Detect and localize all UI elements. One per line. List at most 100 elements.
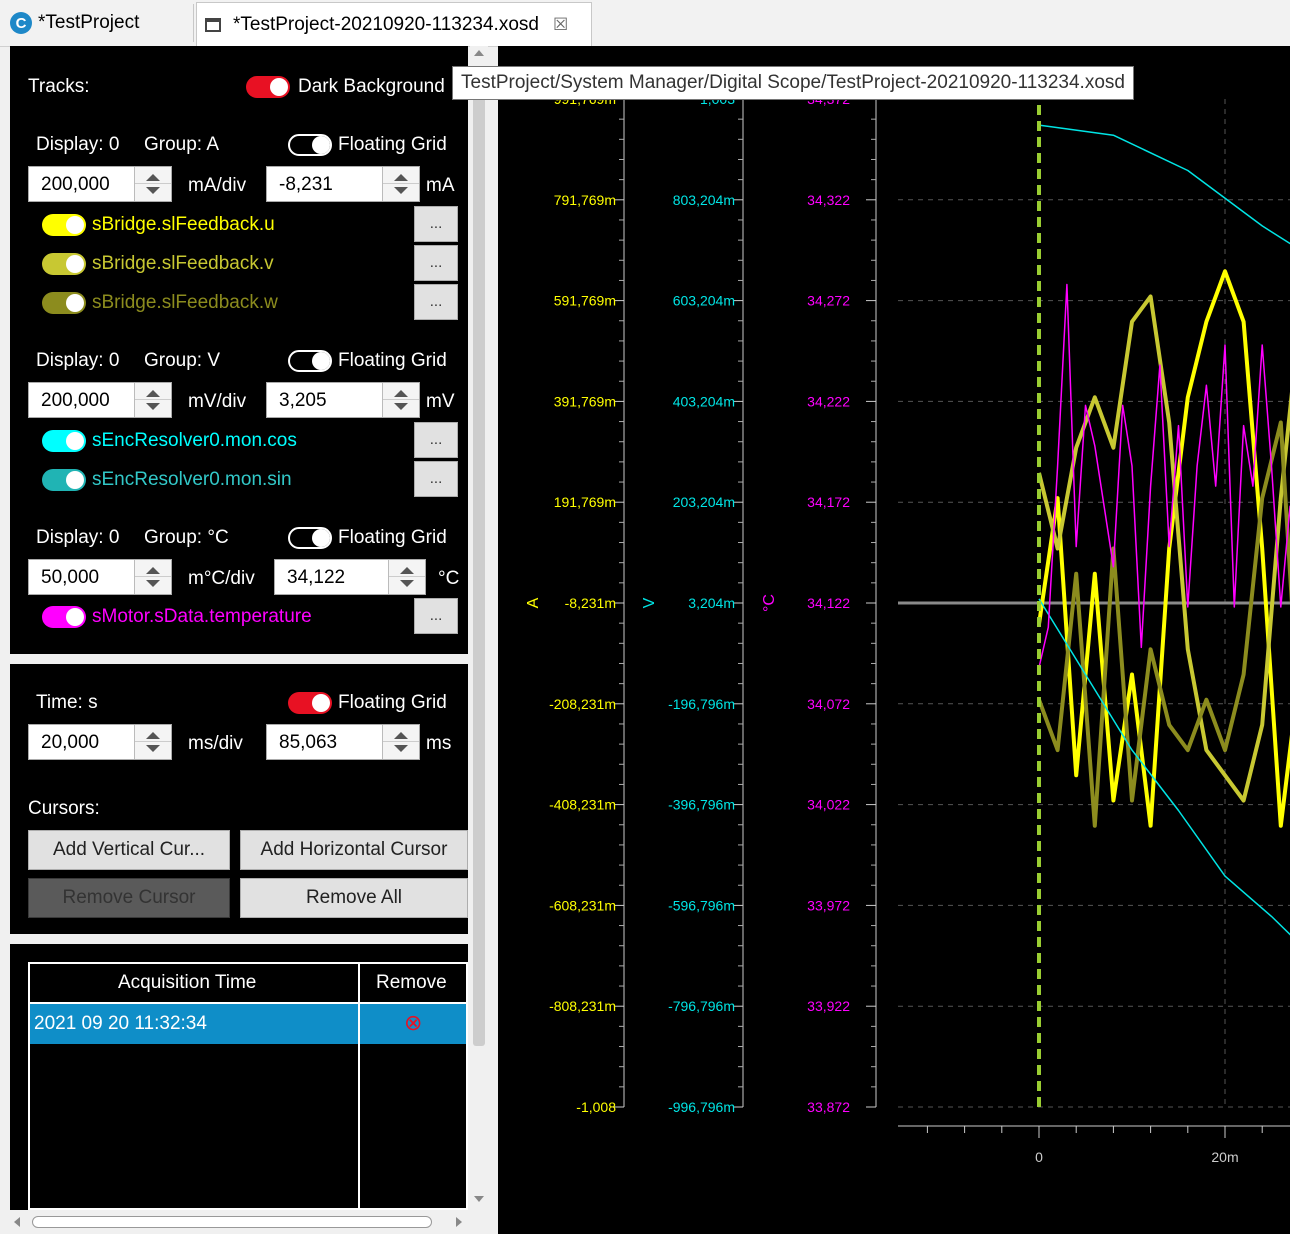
section-divider	[10, 654, 468, 664]
remove-header[interactable]: Remove	[376, 972, 447, 993]
close-tab-icon[interactable]: ☒	[552, 14, 569, 34]
group-c-scale-input[interactable]: 50,000	[28, 559, 172, 595]
column-divider	[358, 964, 360, 1210]
y-tick-label: 3,204m	[688, 595, 735, 611]
dark-background-label: Dark Background	[298, 76, 445, 97]
group-a-floating-grid-toggle[interactable]	[288, 134, 332, 156]
scope-chart[interactable]: 991,769m791,769m591,769m391,769m191,769m…	[498, 46, 1290, 1234]
scroll-down-icon[interactable]	[474, 1196, 484, 1202]
tab-testproject[interactable]: C *TestProject	[0, 4, 194, 42]
acquisition-time-cell: 2021 09 20 11:32:34	[34, 1013, 207, 1034]
series-line	[1038, 598, 1290, 936]
add-vertical-cursor-button[interactable]: Add Vertical Cur...	[28, 830, 230, 870]
y-tick-label: -408,231m	[549, 797, 616, 813]
spinner-arrows-icon[interactable]	[382, 725, 419, 759]
y-tick-label: 403,204m	[673, 393, 735, 409]
group-a-floating-grid-label: Floating Grid	[338, 134, 447, 155]
y-tick-label: -208,231m	[549, 696, 616, 712]
time-floating-grid-label: Floating Grid	[338, 692, 447, 713]
group-v-scale-input[interactable]: 200,000	[28, 382, 172, 418]
scroll-up-icon[interactable]	[474, 50, 484, 56]
remove-cursor-button[interactable]: Remove Cursor	[28, 878, 230, 918]
scroll-left-icon[interactable]	[14, 1217, 20, 1227]
spinner-arrows-icon[interactable]	[134, 167, 171, 201]
spinner-arrows-icon[interactable]	[134, 725, 171, 759]
group-a-display-label: Display: 0	[36, 134, 120, 155]
table-row[interactable]: 2021 09 20 11:32:34 ⊗	[30, 1004, 466, 1044]
time-scale-input[interactable]: 20,000	[28, 724, 172, 760]
group-c-label: Group: °C	[144, 527, 229, 548]
spinner-arrows-icon[interactable]	[382, 383, 419, 417]
group-a-scale-input[interactable]: 200,000	[28, 166, 172, 202]
acquisition-time-header[interactable]: Acquisition Time	[118, 972, 257, 993]
group-c-floating-grid-label: Floating Grid	[338, 527, 447, 548]
y-tick-label: -608,231m	[549, 897, 616, 913]
series-line	[1037, 269, 1290, 828]
digital-scope-plot[interactable]: 991,769m791,769m591,769m391,769m191,769m…	[498, 46, 1290, 1234]
cursors-label: Cursors:	[28, 798, 100, 819]
y-tick-label: 33,972	[807, 897, 850, 913]
channel-sin-settings-button[interactable]: ...	[414, 461, 458, 497]
x-tick-label: 0	[1035, 1149, 1043, 1165]
channel-v-label: sBridge.slFeedback.v	[92, 253, 274, 274]
time-floating-grid-toggle[interactable]	[288, 692, 332, 714]
channel-temperature-label: sMotor.sData.temperature	[92, 606, 312, 627]
tab-label: *TestProject-20210920-113234.xosd	[233, 13, 539, 35]
tab-scope-file[interactable]: *TestProject-20210920-113234.xosd ☒	[196, 2, 592, 46]
time-offset-unit: ms	[426, 733, 452, 754]
panel-vertical-scrollbar[interactable]	[470, 46, 488, 1210]
scroll-thumb[interactable]	[32, 1216, 432, 1228]
group-v-floating-grid-toggle[interactable]	[288, 350, 332, 372]
channel-sin-label: sEncResolver0.mon.sin	[92, 469, 292, 490]
y-tick-label: 191,769m	[554, 494, 616, 510]
group-a-offset-input[interactable]: -8,231	[266, 166, 420, 202]
channel-u-settings-button[interactable]: ...	[414, 206, 458, 242]
dark-background-toggle[interactable]	[246, 76, 290, 98]
y-tick-label: -396,796m	[668, 797, 735, 813]
panel-horizontal-scrollbar[interactable]	[10, 1210, 488, 1234]
remove-acquisition-icon[interactable]: ⊗	[404, 1010, 423, 1035]
group-c-scale-unit: m°C/div	[188, 568, 255, 589]
group-c-display-label: Display: 0	[36, 527, 120, 548]
scroll-thumb[interactable]	[473, 66, 485, 1046]
y-tick-label: 33,922	[807, 998, 850, 1014]
time-offset-input[interactable]: 85,063	[266, 724, 420, 760]
tracks-label: Tracks:	[28, 76, 90, 97]
channel-w-toggle[interactable]	[42, 292, 86, 314]
y-tick-label: 34,122	[807, 595, 850, 611]
channel-v-toggle[interactable]	[42, 253, 86, 275]
group-c-floating-grid-toggle[interactable]	[288, 527, 332, 549]
scroll-right-icon[interactable]	[456, 1217, 462, 1227]
acquisition-table: Acquisition Time Remove 2021 09 20 11:32…	[28, 962, 468, 1210]
y-tick-label: -196,796m	[668, 696, 735, 712]
y-tick-label: -8,231m	[565, 595, 616, 611]
channel-w-settings-button[interactable]: ...	[414, 284, 458, 320]
y-tick-label: -808,231m	[549, 998, 616, 1014]
series-line	[1038, 283, 1290, 668]
add-horizontal-cursor-button[interactable]: Add Horizontal Cursor	[240, 830, 468, 870]
group-c-offset-input[interactable]: 34,122	[274, 559, 426, 595]
y-tick-label: 34,272	[807, 293, 850, 309]
y-tick-label: 603,204m	[673, 293, 735, 309]
file-path-tooltip: TestProject/System Manager/Digital Scope…	[452, 66, 1134, 100]
spinner-arrows-icon[interactable]	[134, 560, 171, 594]
section-divider	[10, 934, 468, 944]
spinner-arrows-icon[interactable]	[134, 383, 171, 417]
channel-v-settings-button[interactable]: ...	[414, 245, 458, 281]
channel-u-toggle[interactable]	[42, 214, 86, 236]
channel-cos-toggle[interactable]	[42, 430, 86, 452]
remove-all-cursors-button[interactable]: Remove All	[240, 878, 468, 918]
channel-temperature-settings-button[interactable]: ...	[414, 598, 458, 634]
channel-temperature-toggle[interactable]	[42, 606, 86, 628]
y-axis-unit: V	[641, 597, 658, 608]
document-icon	[205, 17, 221, 32]
channel-cos-settings-button[interactable]: ...	[414, 422, 458, 458]
y-tick-label: -996,796m	[668, 1099, 735, 1115]
group-v-offset-input[interactable]: 3,205	[266, 382, 420, 418]
y-tick-label: 591,769m	[554, 293, 616, 309]
channel-sin-toggle[interactable]	[42, 469, 86, 491]
time-label: Time: s	[36, 692, 98, 713]
spinner-arrows-icon[interactable]	[382, 167, 419, 201]
spinner-arrows-icon[interactable]	[388, 560, 425, 594]
group-v-floating-grid-label: Floating Grid	[338, 350, 447, 371]
